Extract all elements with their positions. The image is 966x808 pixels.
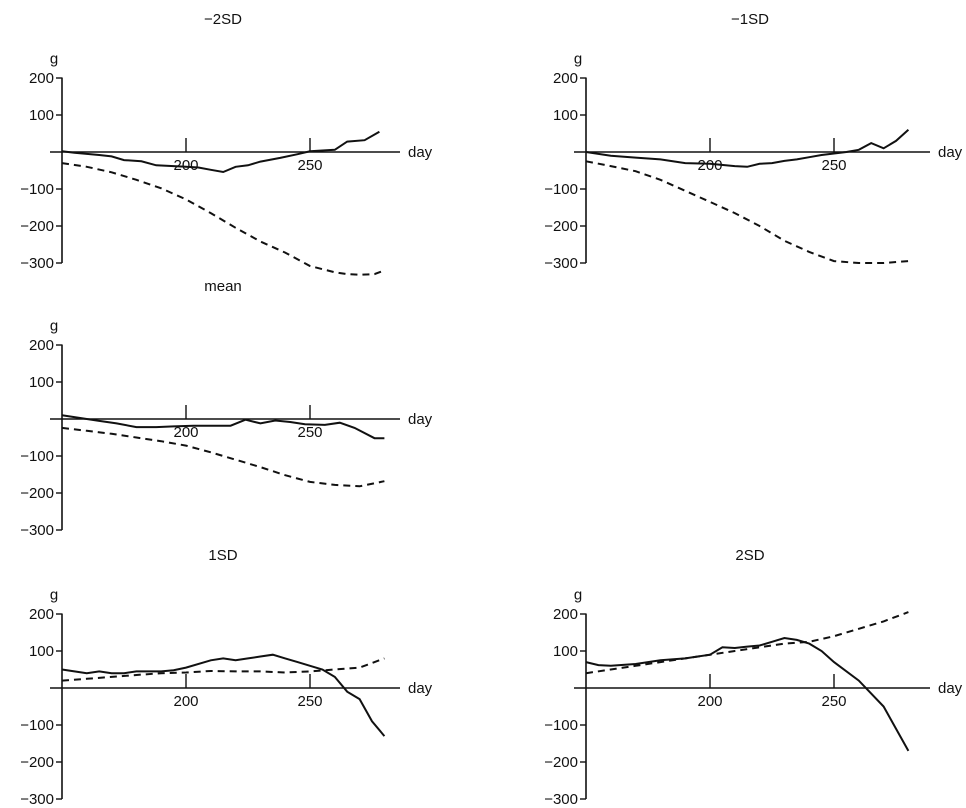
y-tick-label: −100 [544,717,578,734]
panel-title: mean [204,278,242,295]
y-tick-label: 200 [29,337,54,354]
panel-4: 2SD g 200 100 −100 −200 −300 200 250 day [544,547,962,808]
dashed-series-line [585,160,909,264]
panel-1: −1SD g 200 100 −100 −200 −300 200 250 day [544,11,962,272]
y-tick-label: −200 [544,218,578,235]
y-tick-label: −200 [20,218,54,235]
y-tick-label: 200 [29,70,54,87]
y-tick-label: −100 [544,181,578,198]
solid-series-line [585,636,910,752]
y-axis-label: g [574,587,582,604]
dashed-series-line [61,657,385,682]
x-axis-label: day [938,680,963,697]
x-tick-label: 200 [173,157,198,174]
y-tick-label: −300 [544,255,578,272]
y-tick-label: −300 [20,791,54,808]
dashed-series-line [61,162,385,276]
x-tick-label: 250 [297,157,322,174]
x-tick-label: 250 [821,157,846,174]
x-axis-label: day [408,144,433,161]
dashed-series-line [585,611,909,675]
x-tick-label: 250 [297,693,322,710]
panel-2: mean g 200 100 −100 −200 −300 200 250 day [20,278,432,539]
y-tick-label: −300 [20,522,54,539]
solid-series-line [61,130,380,174]
y-tick-label: 200 [553,70,578,87]
y-tick-label: −300 [20,255,54,272]
y-tick-label: −200 [20,485,54,502]
y-axis-label: g [50,587,58,604]
y-tick-label: −300 [544,791,578,808]
y-tick-label: 200 [29,606,54,623]
x-tick-label: 200 [697,157,722,174]
panel-0: −2SD g 200 100 −100 −200 −300 200 250 day [20,11,433,276]
y-tick-label: −100 [20,717,54,734]
panel-title: −2SD [204,11,242,28]
x-tick-label: 200 [173,424,198,441]
y-tick-label: −100 [20,181,54,198]
panel-title: 1SD [208,547,237,564]
solid-series-line [585,129,910,168]
y-tick-label: 100 [29,374,54,391]
y-tick-label: 200 [553,606,578,623]
x-axis-label: day [408,680,433,697]
y-tick-label: 100 [553,107,578,124]
x-tick-label: 250 [821,693,846,710]
x-tick-label: 200 [697,693,722,710]
x-axis-label: day [408,411,433,428]
panel-title: 2SD [735,547,764,564]
x-tick-label: 250 [297,424,322,441]
solid-series-line [61,414,385,440]
dashed-series-line [61,426,385,488]
y-tick-label: −100 [20,448,54,465]
panel-3: 1SD g 200 100 −100 −200 −300 200 250 day [20,547,432,808]
x-tick-label: 200 [173,693,198,710]
y-axis-label: g [50,318,58,335]
y-tick-label: 100 [553,643,578,660]
y-axis-label: g [50,51,58,68]
y-tick-label: −200 [544,754,578,771]
y-tick-label: 100 [29,107,54,124]
x-axis-label: day [938,144,963,161]
y-tick-label: 100 [29,643,54,660]
y-axis-label: g [574,51,582,68]
y-tick-label: −200 [20,754,54,771]
solid-series-line [61,653,386,737]
panel-title: −1SD [731,11,769,28]
